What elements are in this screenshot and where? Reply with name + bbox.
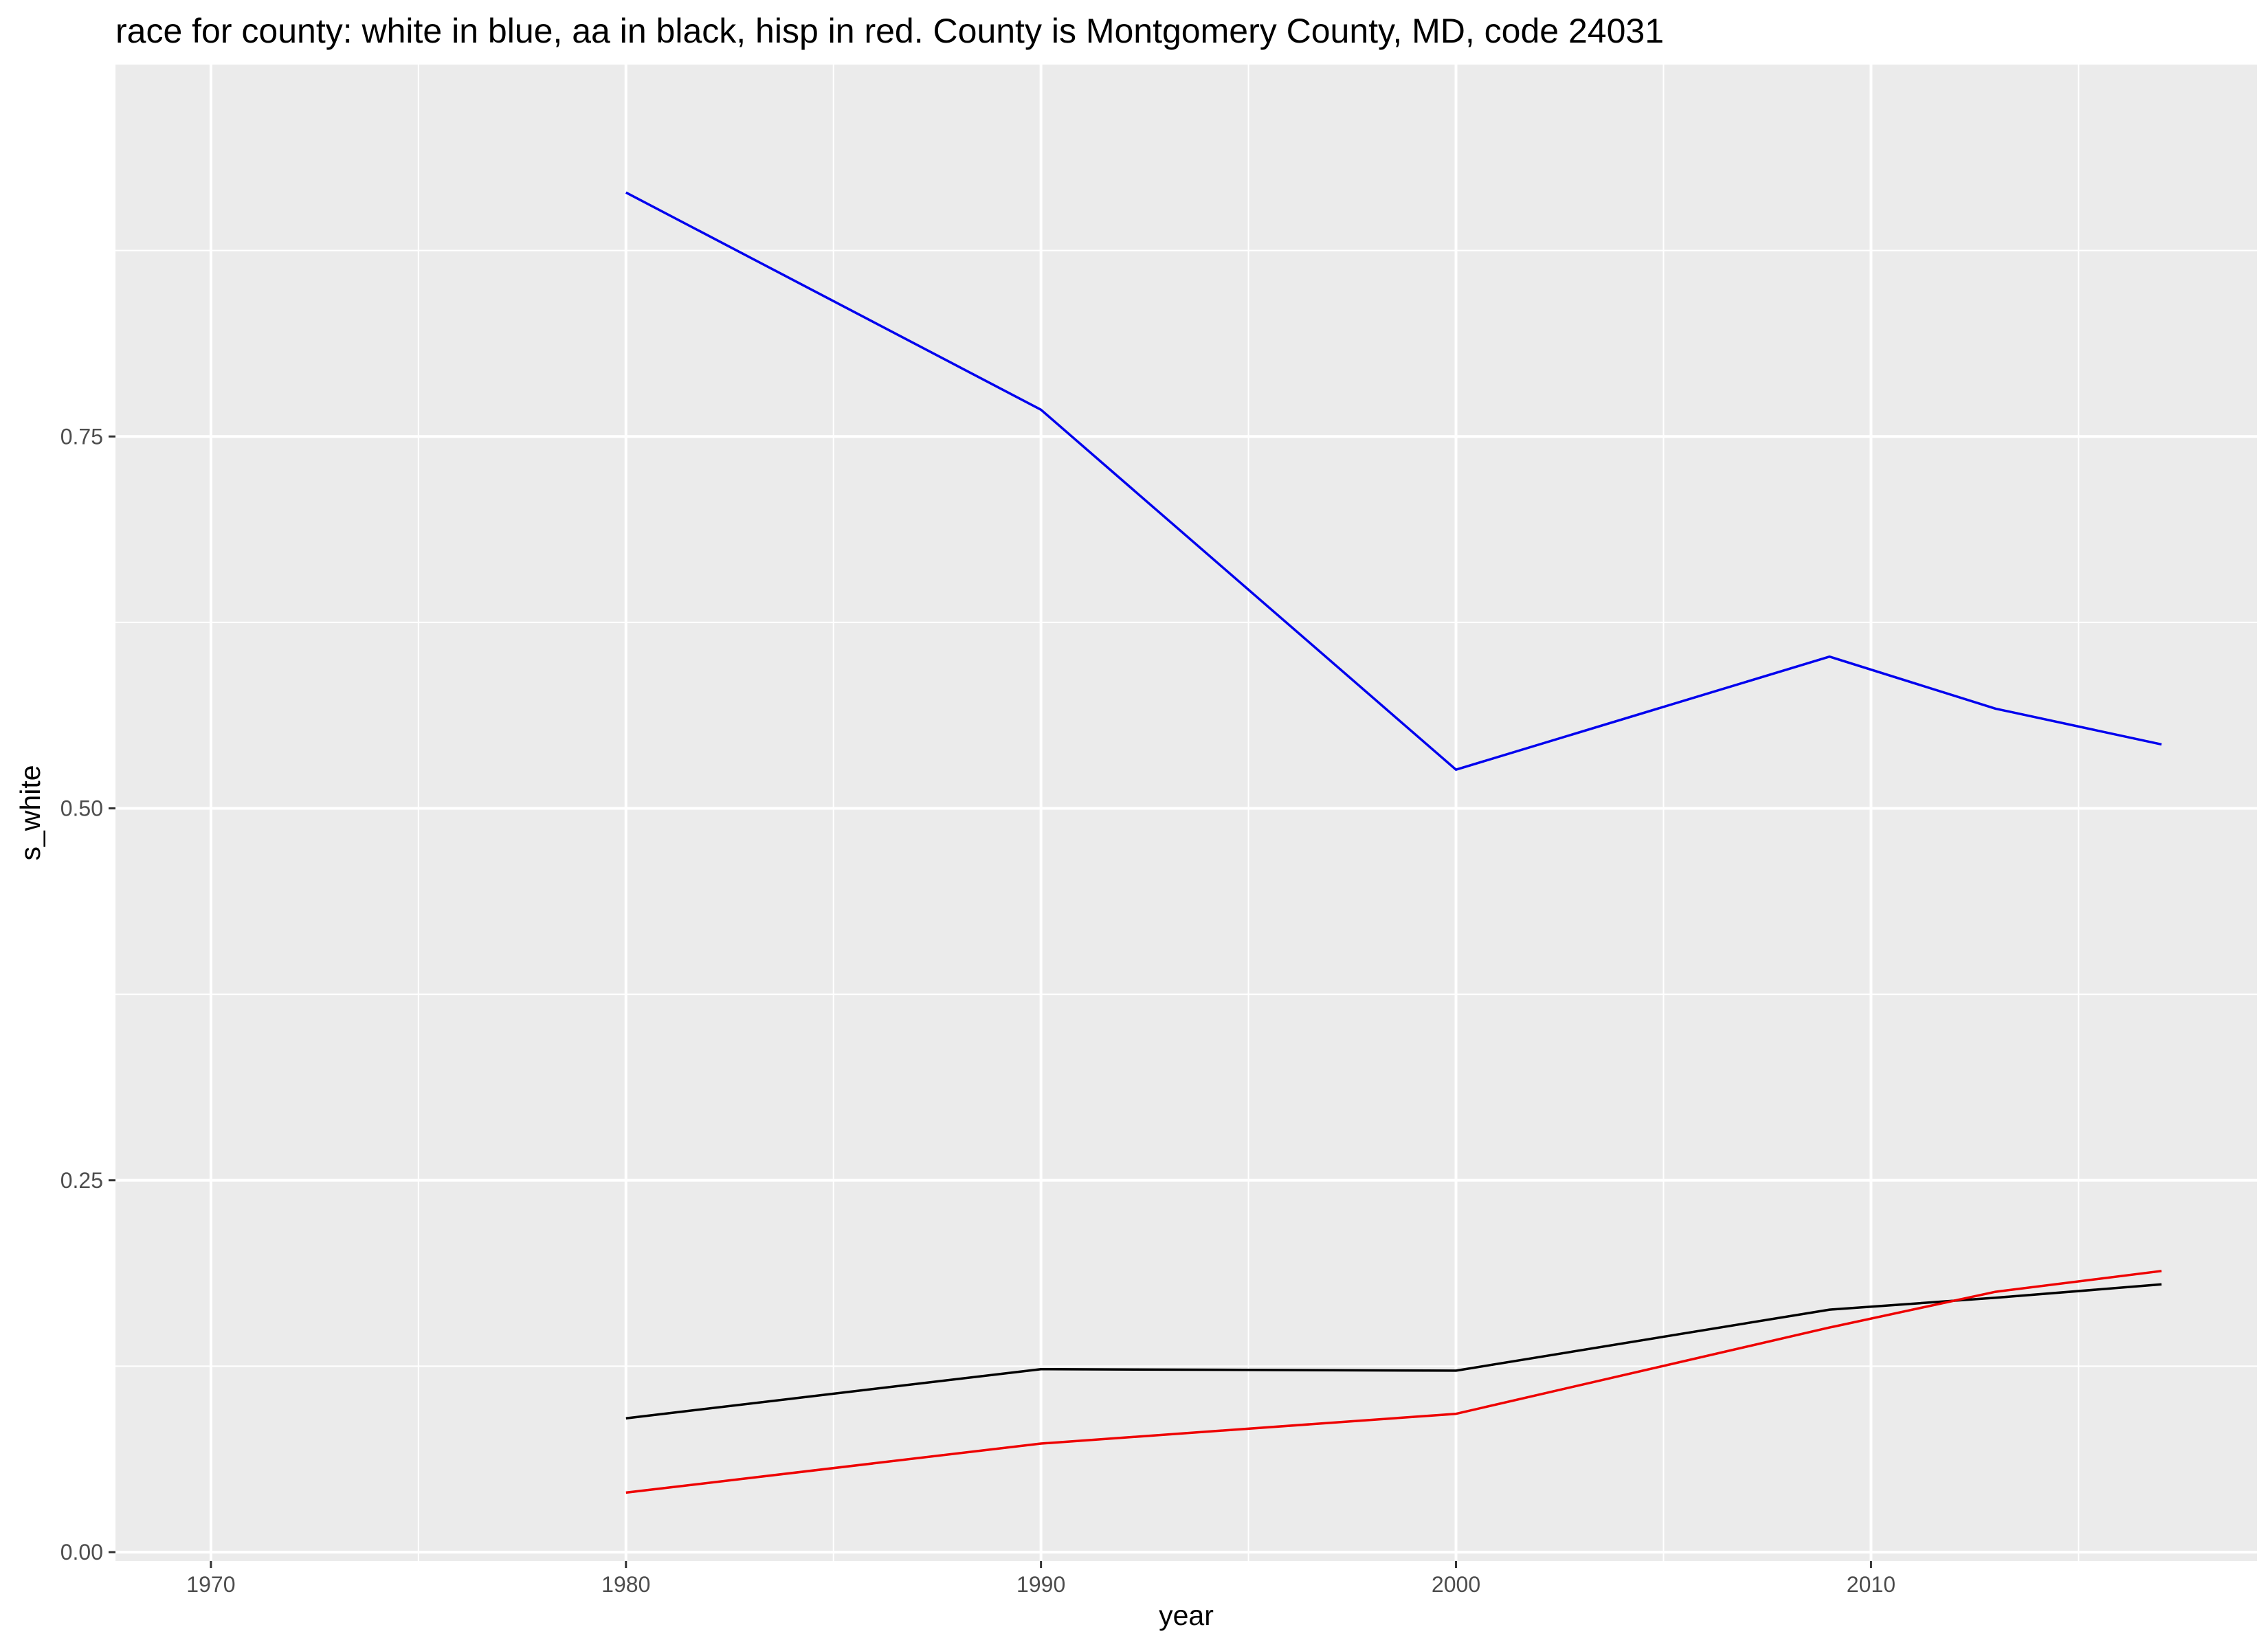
series-line-1: [625, 191, 2162, 771]
axis-ticks: [109, 435, 1872, 1568]
x-tick-label: 1970: [186, 1572, 235, 1597]
chart-title: race for county: white in blue, aa in bl…: [115, 12, 1664, 50]
minor-gridlines: [115, 65, 2257, 1561]
x-tick-label: 2010: [1847, 1572, 1895, 1597]
series-lines: [625, 191, 2162, 1494]
series-line-3: [625, 1270, 2162, 1494]
plot-panel: [115, 65, 2257, 1561]
y-tick-label: 0.00: [60, 1540, 103, 1564]
major-gridlines: [115, 65, 2257, 1561]
y-axis-title: s_white: [14, 765, 46, 860]
x-tick-labels: 1970 1980 1990 2000 2010: [186, 1572, 1895, 1597]
series-line-2: [625, 1283, 2162, 1420]
x-axis-title: year: [1159, 1600, 1214, 1631]
x-tick-label: 1980: [601, 1572, 650, 1597]
y-tick-labels: 0.00 0.25 0.50 0.75: [60, 424, 103, 1564]
y-tick-label: 0.25: [60, 1168, 103, 1193]
x-tick-label: 1990: [1016, 1572, 1065, 1597]
y-tick-label: 0.50: [60, 796, 103, 821]
y-tick-label: 0.75: [60, 424, 103, 449]
x-tick-label: 2000: [1432, 1572, 1480, 1597]
